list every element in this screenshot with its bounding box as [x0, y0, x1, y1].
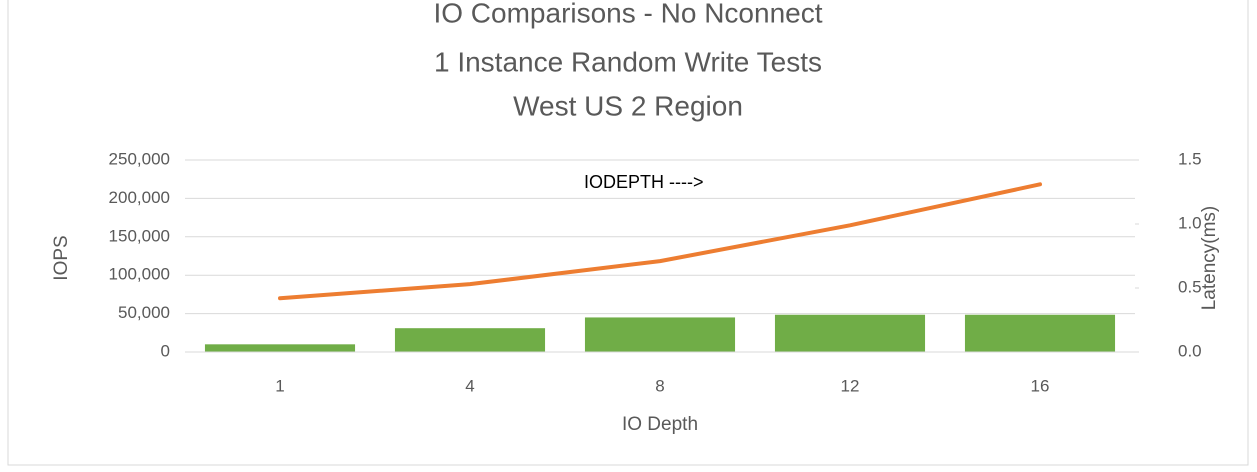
y-tick-label: 0	[161, 341, 170, 360]
x-tick-label: 12	[841, 376, 860, 395]
y-axis-title: IOPS	[51, 235, 72, 280]
x-tick-label: 8	[655, 376, 664, 395]
y2-tick-label: 1.0	[1178, 213, 1202, 232]
chart-title: West US 2 Region	[513, 90, 743, 121]
chart-title: 1 Instance Random Write Tests	[434, 46, 822, 77]
annotation: IODEPTH ---->	[584, 172, 704, 192]
y-tick-label: 200,000	[109, 188, 170, 207]
chart-title: IO Comparisons - No Nconnect	[433, 0, 822, 28]
bar	[394, 328, 546, 352]
x-axis-title: IO Depth	[622, 414, 698, 435]
bar	[204, 344, 356, 352]
y2-axis-title: Latency(ms)	[1199, 206, 1220, 311]
line	[278, 182, 1042, 301]
x-tick-label: 16	[1031, 376, 1050, 395]
x-tick-label: 4	[465, 376, 474, 395]
y-tick-label: 50,000	[118, 303, 170, 322]
y2-tick-label: 0.5	[1178, 277, 1202, 296]
chart-frame	[7, 0, 1249, 466]
y2-tick-label: 0.0	[1178, 341, 1202, 360]
y2-tick-label: 1.5	[1178, 149, 1202, 168]
bar	[774, 314, 926, 352]
x-tick-label: 1	[275, 376, 284, 395]
y-tick-label: 100,000	[109, 265, 170, 284]
bar	[964, 314, 1116, 352]
y-tick-label: 250,000	[109, 149, 170, 168]
bar	[584, 317, 736, 352]
y-tick-label: 150,000	[109, 226, 170, 245]
